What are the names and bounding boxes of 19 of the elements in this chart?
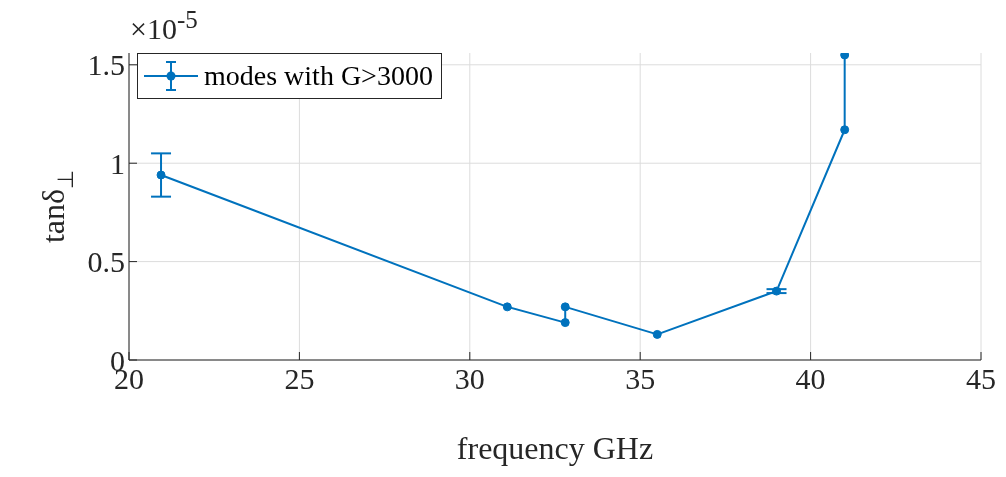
point xyxy=(772,286,782,296)
point xyxy=(156,170,166,180)
text: ×10$^{-5}$ xyxy=(130,6,198,45)
point xyxy=(560,318,570,328)
point xyxy=(840,53,850,60)
legend-label: modes with G>3000 xyxy=(204,60,433,92)
y-tick-label: 1 xyxy=(110,146,125,180)
x-tick-label: 30 xyxy=(454,362,485,396)
x-tick-label: 35 xyxy=(625,362,656,396)
x-tick-label: 40 xyxy=(795,362,826,396)
point xyxy=(652,329,662,339)
point xyxy=(502,302,512,312)
y-tick-label: 1.5 xyxy=(87,48,125,82)
x-tick-label: 25 xyxy=(284,362,315,396)
x-axis-title: frequency GHz xyxy=(456,430,654,466)
x-tick-label: 45 xyxy=(966,362,996,396)
y-tick-label: 0.5 xyxy=(87,245,125,279)
point xyxy=(560,302,570,312)
point xyxy=(840,125,850,135)
